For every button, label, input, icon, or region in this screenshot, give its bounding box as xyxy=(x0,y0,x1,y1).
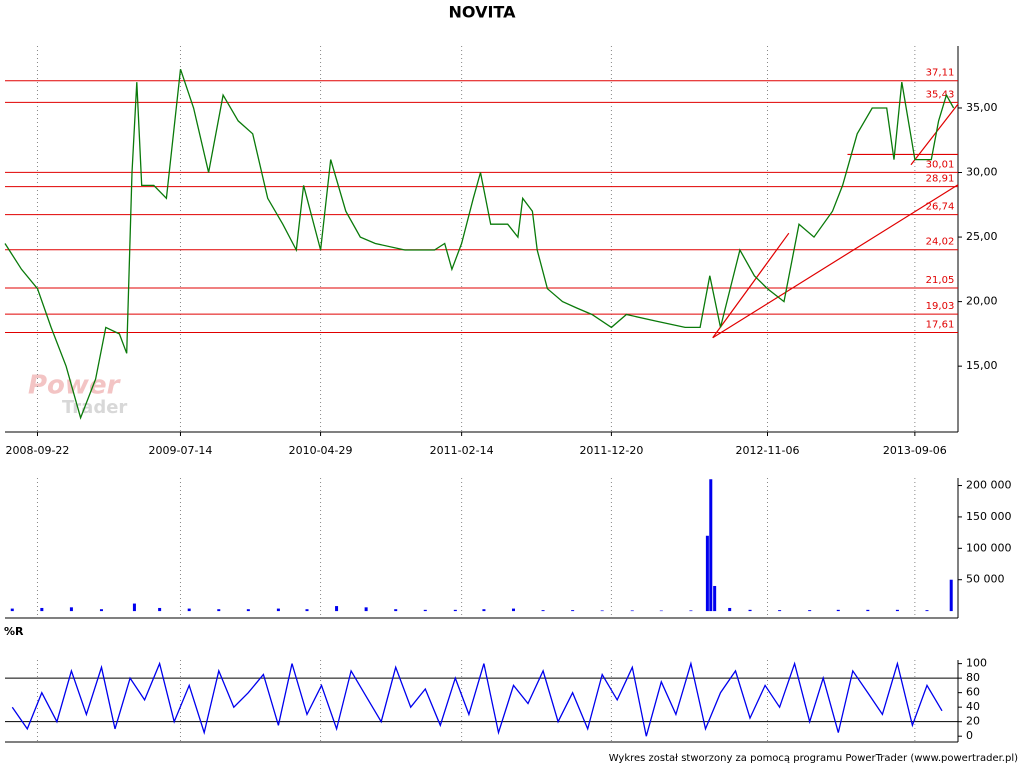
volume-bar xyxy=(709,479,713,612)
y-tick-label: 15,00 xyxy=(966,359,998,372)
y-tick-label: 100 xyxy=(966,657,987,670)
level-label: 28,91 xyxy=(926,174,955,185)
volume-bar xyxy=(630,610,634,612)
y-tick-label: 25,00 xyxy=(966,230,998,243)
y-tick-label: 30,00 xyxy=(966,166,998,179)
level-label: 21,05 xyxy=(926,275,955,286)
volume-bar xyxy=(364,607,368,612)
volume-bar xyxy=(713,585,717,612)
volume-bar xyxy=(335,606,339,612)
x-tick-label: 2011-02-14 xyxy=(430,444,494,457)
volume-bar xyxy=(511,608,515,612)
volume-bar xyxy=(276,608,280,612)
footer: Wykres został stworzony za pomocą progra… xyxy=(609,753,1018,764)
volume-bar xyxy=(925,610,929,612)
price-line xyxy=(4,68,955,420)
volume-bar xyxy=(659,610,663,612)
volume-bar xyxy=(132,603,136,612)
y-tick-label: 20,00 xyxy=(966,295,998,308)
x-tick-label: 2011-12-20 xyxy=(579,444,643,457)
chart-title: NOVITA xyxy=(449,3,517,22)
level-label: 24,02 xyxy=(926,237,955,248)
level-label: 30,01 xyxy=(926,159,955,170)
volume-bar xyxy=(571,610,575,612)
x-tick-label: 2009-07-14 xyxy=(149,444,213,457)
x-tick-label: 2008-09-22 xyxy=(6,444,70,457)
volume-bar xyxy=(217,609,221,612)
volume-bar xyxy=(600,610,604,612)
y-tick-label: 20 xyxy=(966,715,980,728)
volume-bar xyxy=(836,609,840,612)
x-tick-label: 2013-09-06 xyxy=(883,444,947,457)
y-tick-label: 150 000 xyxy=(966,510,1012,523)
volume-bar xyxy=(689,610,693,612)
y-tick-label: 100 000 xyxy=(966,541,1012,554)
volume-bar xyxy=(69,607,73,612)
volume-bar xyxy=(423,609,427,612)
price-line xyxy=(11,661,943,737)
trend-line xyxy=(712,232,790,339)
y-tick-label: 50 000 xyxy=(966,573,1005,586)
volume-bar xyxy=(728,607,732,612)
y-tick-label: 35,00 xyxy=(966,101,998,114)
volume-bar xyxy=(394,609,398,612)
volume-bar xyxy=(866,609,870,612)
y-tick-label: 200 000 xyxy=(966,479,1012,492)
y-tick-label: 80 xyxy=(966,671,980,684)
level-label: 26,74 xyxy=(926,202,955,213)
volume-bar xyxy=(748,609,752,612)
panel-title: %R xyxy=(4,625,24,638)
level-label: 37,11 xyxy=(926,68,955,79)
volume-bar xyxy=(99,609,103,612)
volume-bar xyxy=(541,610,545,612)
volume-bar xyxy=(187,608,191,612)
volume-bar xyxy=(895,609,899,612)
x-tick-label: 2010-04-29 xyxy=(289,444,353,457)
volume-bar xyxy=(808,610,812,612)
volume-bar xyxy=(10,608,14,612)
level-label: 19,03 xyxy=(926,301,955,312)
x-tick-label: 2012-11-06 xyxy=(736,444,800,457)
volume-bar xyxy=(246,609,250,612)
volume-bar xyxy=(705,535,709,612)
level-label: 17,61 xyxy=(926,319,955,330)
volume-bar xyxy=(158,607,162,612)
y-tick-label: 40 xyxy=(966,700,980,713)
watermark-trader: Trader xyxy=(62,397,127,418)
volume-bar xyxy=(453,609,457,612)
level-label: 35,43 xyxy=(926,89,955,100)
volume-bar xyxy=(482,609,486,612)
y-tick-label: 60 xyxy=(966,686,980,699)
volume-bar xyxy=(40,607,44,612)
trend-line xyxy=(712,184,959,339)
volume-bar xyxy=(778,610,782,612)
volume-bar xyxy=(949,579,953,612)
y-tick-label: 0 xyxy=(966,729,973,742)
volume-bar xyxy=(305,609,309,612)
